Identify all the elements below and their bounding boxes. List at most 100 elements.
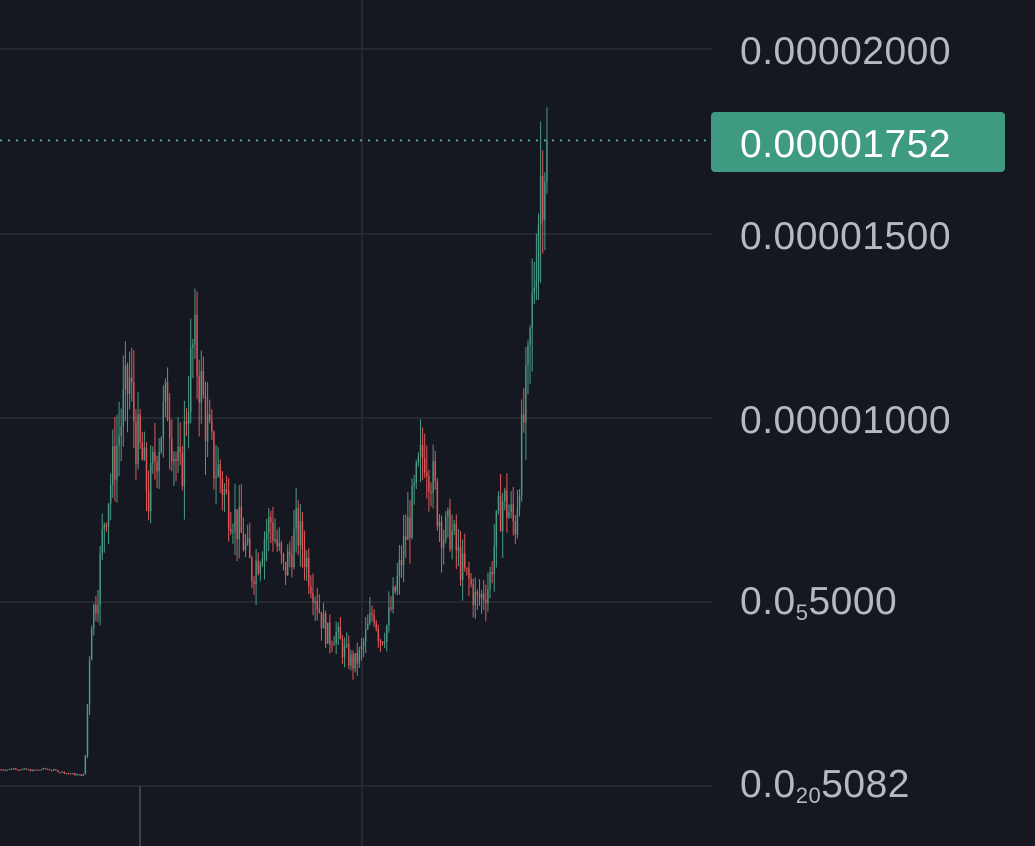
candle-body <box>234 509 236 532</box>
candle-body <box>55 769 57 771</box>
candle-body <box>242 532 245 551</box>
candle-body <box>520 414 523 496</box>
candle-body <box>23 768 25 770</box>
candle-body <box>379 640 382 643</box>
candle-body <box>331 644 333 646</box>
candle-body <box>86 704 89 756</box>
tick-suffix: 5000 <box>808 580 897 623</box>
candle-body <box>295 507 297 529</box>
candle-body <box>128 377 131 395</box>
candle-body <box>122 389 125 427</box>
candle-body <box>474 591 477 606</box>
candle-body <box>293 528 295 568</box>
candle-body <box>539 175 542 225</box>
candle-body <box>105 524 108 527</box>
candle-body <box>34 769 36 771</box>
candle-body <box>383 641 386 644</box>
candle-body <box>316 600 318 609</box>
candle-body <box>0 769 2 771</box>
candle-body <box>525 365 527 423</box>
candle-body <box>137 414 139 465</box>
candle-body <box>141 442 144 460</box>
candle-body <box>289 551 291 555</box>
candle-body <box>124 365 127 390</box>
candle-body <box>179 446 181 453</box>
candle-body <box>350 653 352 666</box>
candle-body <box>114 446 116 480</box>
candle-body <box>329 622 331 645</box>
candle-body <box>518 495 521 508</box>
candle-body <box>390 607 392 610</box>
candle-body <box>40 769 42 771</box>
candle-body <box>118 435 120 446</box>
candle-body <box>514 521 517 535</box>
candle-body <box>485 599 487 604</box>
candle-body <box>310 585 312 594</box>
candle-body <box>36 769 38 771</box>
candle-body <box>263 539 266 560</box>
candle-body <box>192 344 194 348</box>
candle-body <box>69 773 72 775</box>
candle-body <box>392 586 394 610</box>
candle-body <box>301 521 304 549</box>
candle-body <box>544 181 546 221</box>
candle-body <box>65 773 68 775</box>
candle-body <box>335 632 337 644</box>
price-axis-tick-label: 0.055000 <box>740 580 897 625</box>
candle-body <box>6 769 9 771</box>
candle-body <box>472 584 474 606</box>
candle-body <box>99 553 101 605</box>
candle-body <box>303 548 306 567</box>
candle-body <box>63 771 66 774</box>
candle-body <box>489 572 491 589</box>
candle-body <box>267 517 270 533</box>
candle-body <box>523 414 525 423</box>
candle-body <box>512 504 514 522</box>
candle-body <box>175 458 177 461</box>
candle-body <box>249 538 251 558</box>
candle-body <box>21 768 23 771</box>
candle-body <box>480 593 483 598</box>
candle-body <box>445 516 447 540</box>
candle-body <box>230 528 232 533</box>
candle-body <box>46 768 49 770</box>
candle-body <box>276 539 278 547</box>
candle-body <box>497 495 500 512</box>
candle-body <box>501 501 504 532</box>
candle-body <box>97 604 99 614</box>
candle-body <box>430 491 432 494</box>
candles-group <box>0 107 548 777</box>
candle-body <box>506 490 508 518</box>
candle-body <box>103 524 106 530</box>
candle-body <box>377 629 380 641</box>
candle-body <box>74 773 76 776</box>
price-axis-tick-label: 0.0205082 <box>740 763 910 808</box>
candle-body <box>432 461 434 493</box>
candle-body <box>2 769 4 771</box>
candle-body <box>369 613 371 624</box>
price-axis-tick-label: 0.00002000 <box>740 30 951 73</box>
candle-body <box>213 431 215 479</box>
candle-body <box>354 652 356 669</box>
candle-body <box>166 382 169 421</box>
candle-body <box>219 464 221 479</box>
candle-body <box>352 653 354 669</box>
price-axis[interactable]: 0.00002000 0.00001500 0.00001000 0.05500… <box>740 30 951 808</box>
candle-body <box>337 626 340 633</box>
candle-body <box>61 771 63 773</box>
candle-body <box>402 536 405 566</box>
candle-body <box>261 559 264 565</box>
candle-body <box>112 446 114 485</box>
candle-body <box>27 769 30 771</box>
candle-body <box>225 489 228 492</box>
candle-body <box>504 490 506 502</box>
candle-body <box>529 328 531 346</box>
candle-body <box>109 484 112 504</box>
candle-body <box>495 511 498 547</box>
candle-body <box>438 521 441 527</box>
candle-body <box>312 593 314 603</box>
candle-body <box>358 649 361 664</box>
candle-body <box>299 521 302 546</box>
